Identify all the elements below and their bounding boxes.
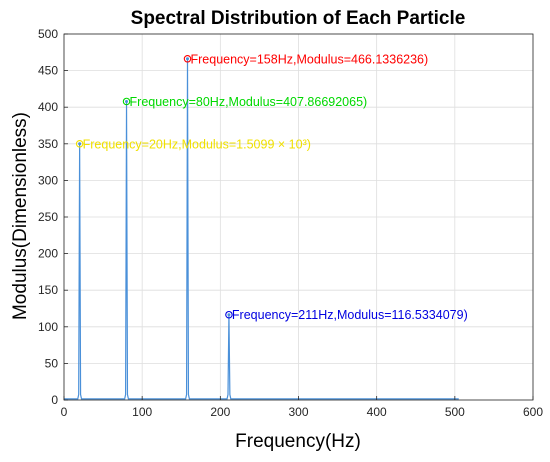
- y-axis-label: Modulus(Dimensionless): [10, 112, 31, 320]
- x-tick-label: 400: [367, 405, 387, 419]
- peak-point: [227, 313, 231, 317]
- peak-point: [125, 99, 129, 103]
- annotation-label: Frequency=158Hz,Modulus=466.1336236): [191, 52, 429, 66]
- spectrum-line: [64, 58, 459, 400]
- y-tick-label: 200: [38, 247, 58, 261]
- x-axis-label: Frequency(Hz): [235, 431, 361, 452]
- x-tick-label: 0: [61, 405, 68, 419]
- y-tick-label: 50: [45, 356, 59, 370]
- annotation-marker: [225, 310, 233, 319]
- annotation-marker: [183, 55, 192, 63]
- x-tick-label: 500: [445, 405, 465, 419]
- y-tick-label: 400: [38, 100, 58, 114]
- y-tick-label: 350: [38, 137, 58, 151]
- annotation-label: Frequency=20Hz,Modulus=1.5099 × 10³): [83, 137, 311, 151]
- x-tick-label: 200: [210, 405, 230, 419]
- annotation-marker: [122, 97, 131, 106]
- y-tick-label: 0: [51, 393, 58, 407]
- chart-title: Spectral Distribution of Each Particle: [131, 8, 466, 29]
- annotation-label: Frequency=211Hz,Modulus=116.5334079): [232, 308, 468, 322]
- annotation-marker: [75, 140, 84, 148]
- y-tick-label: 500: [38, 27, 58, 41]
- peak-point: [78, 142, 82, 146]
- annotations: Frequency=158Hz,Modulus=466.1336236) Freq…: [75, 52, 468, 322]
- series-layer: [64, 57, 459, 400]
- y-tick-label: 150: [38, 283, 58, 297]
- ticks: 0 100 200 300 400 500 600 0 50 100 150 200 250 300 350…: [38, 27, 543, 419]
- y-tick-label: 100: [38, 320, 58, 334]
- y-tick-label: 250: [38, 210, 58, 224]
- x-tick-label: 600: [523, 405, 543, 419]
- annotation-label: Frequency=80Hz,Modulus=407.86692065): [130, 95, 368, 109]
- y-tick-label: 450: [38, 64, 58, 78]
- x-tick-label: 100: [132, 405, 152, 419]
- y-tick-label: 300: [38, 173, 58, 187]
- x-tick-label: 300: [288, 405, 308, 419]
- peak-point: [186, 57, 190, 61]
